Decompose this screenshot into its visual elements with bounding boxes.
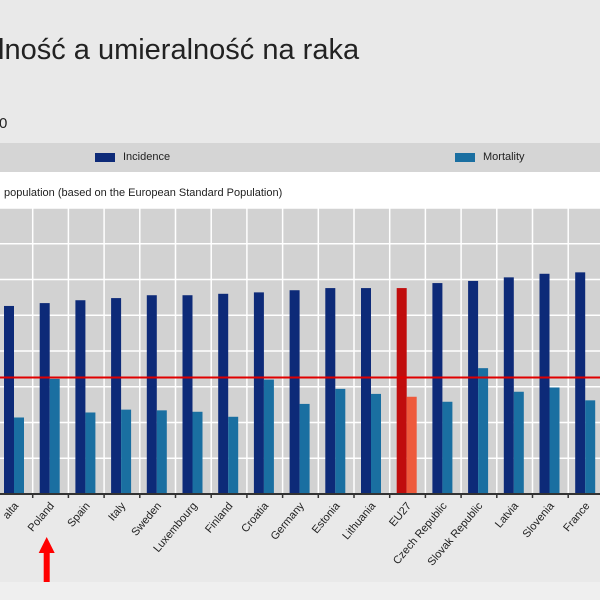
bar-mortality-spain (85, 412, 96, 494)
bar-incidence-slovak-republic (468, 280, 479, 494)
arrow-up-icon (38, 537, 55, 553)
x-tick-label: EU27 (387, 500, 414, 529)
bar-incidence-finland (218, 293, 229, 494)
bar-mortality-slovak-republic (478, 368, 489, 494)
arrow-shaft (43, 552, 50, 585)
legend-item-mortality: Mortality (455, 151, 525, 163)
bar-incidence-croatia (253, 292, 264, 494)
unit-fragment: 0 (0, 115, 8, 132)
x-tick-label: Finland (203, 500, 235, 535)
bar-mortality-slovenia (549, 387, 560, 494)
x-tick-label: France (561, 500, 592, 534)
bar-mortality-latvia (513, 391, 524, 494)
bar-incidence-poland (39, 303, 50, 494)
bar-mortality-luxembourg (192, 411, 203, 494)
chart-subtitle: population (based on the European Standa… (4, 187, 283, 199)
slide-footer-strip (0, 582, 600, 600)
x-tick-label: Spain (65, 500, 92, 529)
x-tick-label: Lithuania (340, 500, 378, 543)
bar-mortality-italy (121, 409, 132, 494)
legend-swatch-mortality (455, 152, 475, 162)
bar-incidence-germany (289, 290, 300, 494)
bar-mortality-croatia (263, 379, 274, 494)
bar-incidence-eu27 (396, 288, 407, 494)
legend-label-mortality: Mortality (483, 151, 525, 163)
x-tick-label: Poland (26, 500, 57, 534)
bar-mortality-alta (14, 417, 24, 494)
legend-label-incidence: Incidence (123, 151, 171, 163)
bar-incidence-sweden (146, 295, 157, 494)
bar-mortality-czech-republic (442, 401, 453, 494)
subtitle-band: population (based on the European Standa… (0, 172, 600, 208)
x-tick-label: Sweden (129, 500, 164, 538)
x-tick-label: Germany (269, 500, 308, 543)
bar-incidence-alta (4, 305, 14, 494)
x-tick-label: Estonia (310, 500, 343, 536)
x-tick-label: alta (1, 500, 22, 522)
x-tick-label: Latvia (493, 500, 522, 531)
bar-incidence-czech-republic (432, 283, 443, 494)
bar-mortality-germany (299, 403, 310, 494)
x-tick-label: Croatia (239, 500, 272, 536)
bar-incidence-lithuania (361, 288, 371, 494)
legend-item-incidence: Incidence (95, 151, 170, 163)
x-tick-label: Italy (106, 500, 128, 524)
bar-incidence-spain (75, 300, 86, 494)
slide-title: lność a umieralność na raka (0, 34, 360, 66)
bar-mortality-poland (49, 378, 60, 494)
bar-mortality-eu27 (406, 396, 417, 494)
bar-mortality-lithuania (371, 393, 381, 494)
bar-mortality-estonia (335, 388, 346, 494)
bar-incidence-france (575, 272, 586, 494)
bar-incidence-italy (111, 298, 122, 494)
bar-incidence-luxembourg (182, 295, 193, 494)
bar-incidence-slovenia (539, 273, 550, 494)
bar-mortality-france (585, 400, 596, 494)
bar-incidence-latvia (503, 277, 514, 494)
bar-mortality-finland (228, 416, 239, 494)
x-tick-label: Slovenia (520, 500, 557, 541)
bar-incidence-estonia (325, 288, 336, 494)
legend-swatch-incidence (95, 152, 115, 162)
chart-legend: Incidence Mortality (0, 143, 600, 172)
bar-mortality-sweden (156, 410, 167, 494)
